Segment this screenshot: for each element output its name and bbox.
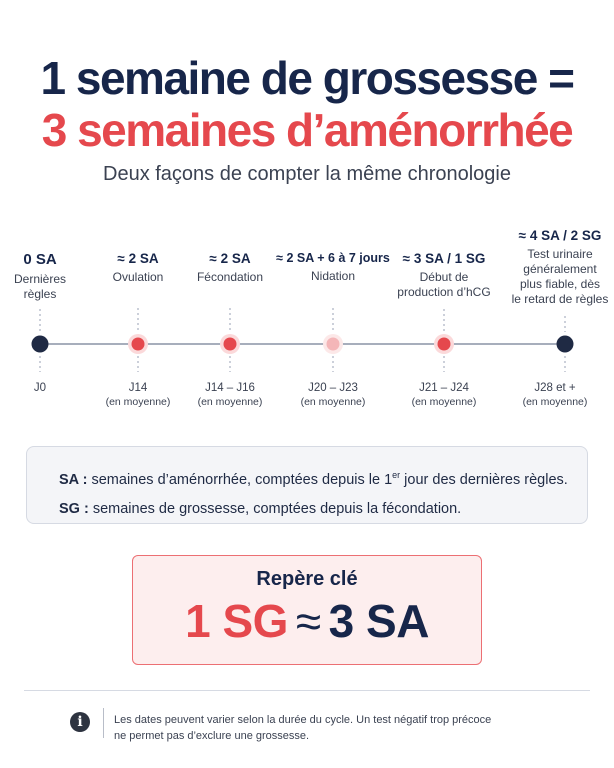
sa-text-before: semaines d’aménorrhée, comptées depuis l… [87, 471, 393, 488]
timeline-event-heading: ≈ 2 SA + 6 à 7 jours [276, 251, 390, 265]
timeline-event: ≈ 2 SA Fécondation [170, 251, 290, 285]
footer-separator [103, 708, 104, 738]
definition-sa: SA : semaines d’aménorrhée, comptées dep… [59, 463, 587, 492]
timeline-day: J28 et + (en moyenne) [500, 382, 610, 408]
timeline-event-description-line: le retard de règles [511, 292, 609, 306]
timeline-event-description-line: Dernières [13, 272, 67, 286]
timeline-day: J20 – J23 (en moyenne) [278, 382, 388, 408]
timeline-dot-halo [128, 334, 148, 354]
timeline-day-note: (en moyenne) [300, 396, 366, 408]
footer-note: Les dates peuvent varier selon la durée … [114, 712, 554, 744]
footer-line-2: ne permet pas d’exclure une grossesse. [114, 730, 310, 742]
sg-text: semaines de grossesse, comptées depuis l… [88, 500, 462, 517]
timeline-event-description-line: production d’hCG [397, 285, 491, 299]
timeline-day-label: J14 – J16 [205, 382, 255, 394]
timeline-event-description-line: plus fiable, dès [519, 277, 601, 291]
sg-abbr: SG : [59, 500, 89, 517]
key-right: 3 SA [328, 595, 430, 647]
timeline-day-label: J20 – J23 [308, 382, 358, 394]
definition-sg: SG : semaines de grossesse, comptées dep… [59, 497, 587, 521]
timeline-event-description-line: Nidation [310, 269, 356, 283]
timeline-dot [223, 337, 237, 351]
key-box: Repère clé 1 SG ≈3 SA [132, 555, 482, 665]
subtitle: Deux façons de compter la même chronolog… [103, 163, 511, 185]
timeline-dot [326, 337, 340, 351]
key-equation: 1 SG ≈3 SA [133, 595, 481, 647]
timeline-day-label: J21 – J24 [419, 382, 469, 394]
timeline-event-description-line: généralement [523, 262, 597, 276]
key-operator: ≈ [295, 595, 321, 647]
timeline-dot [437, 337, 451, 351]
timeline-event-description: Fécondation [170, 270, 290, 285]
timeline-day: J21 – J24 (en moyenne) [389, 382, 499, 408]
timeline-event: ≈ 4 SA / 2 SG Test urinaire généralement pl… [510, 228, 610, 307]
title-line-2: 3 semaines d’aménorrhée [41, 104, 574, 156]
sa-text-after: jour des dernières règles. [400, 471, 568, 488]
timeline-event: ≈ 2 SA Ovulation [78, 251, 198, 285]
timeline-dot-halo [220, 334, 240, 354]
timeline-day-note: (en moyenne) [522, 396, 588, 408]
timeline-event-description-line: règles [23, 287, 57, 301]
timeline-day-note: (en moyenne) [105, 396, 171, 408]
footer-line-1: Les dates peuvent varier selon la durée … [114, 714, 492, 726]
title-line-1: 1 semaine de grossesse = [40, 52, 575, 104]
timeline-day-label: J14 [128, 382, 148, 394]
timeline-day: J0 [0, 382, 95, 394]
timeline-event: 0 SA Dernières règles [0, 251, 80, 302]
timeline-day-note: (en moyenne) [197, 396, 263, 408]
timeline-event-heading: ≈ 4 SA / 2 SG [518, 228, 602, 243]
timeline-day-note: (en moyenne) [411, 396, 477, 408]
timeline-event-description: Ovulation [78, 270, 198, 285]
timeline-event-description-line: Test urinaire [527, 247, 593, 261]
timeline-event-description: Début de production d’hCG [384, 270, 504, 300]
timeline-dot [31, 335, 49, 353]
timeline-day: J14 (en moyenne) [83, 382, 193, 408]
timeline-dot-halo [434, 334, 454, 354]
key-left: 1 SG [185, 595, 288, 647]
timeline-event-description: Nidation [268, 269, 398, 284]
timeline-day-label: J28 et + [534, 382, 576, 394]
timeline-event-heading: ≈ 2 SA [209, 251, 251, 266]
timeline-event-description: Dernières règles [0, 272, 80, 302]
timeline-event-description-line: Fécondation [196, 270, 264, 284]
timeline-event-description-line: Début de [419, 270, 469, 284]
timeline-day-label: J0 [33, 382, 47, 394]
timeline-event-heading: ≈ 2 SA [117, 251, 159, 266]
timeline-day: J14 – J16 (en moyenne) [175, 382, 285, 408]
timeline-event-description-line: Ovulation [112, 270, 164, 284]
sa-abbr: SA : [59, 471, 88, 488]
timeline-dot [556, 335, 574, 353]
timeline-dot-halo [323, 334, 343, 354]
info-icon: i [70, 712, 90, 732]
definitions-box: SA : semaines d’aménorrhée, comptées dep… [26, 446, 588, 524]
key-label: Repère clé [256, 568, 358, 590]
footer-divider [24, 690, 590, 691]
timeline-event: ≈ 3 SA / 1 SG Début de production d’hCG [384, 251, 504, 300]
timeline-dot [131, 337, 145, 351]
timeline-event-description: Test urinaire généralement plus fiable, dè… [510, 247, 610, 307]
timeline-event: ≈ 2 SA + 6 à 7 jours Nidation [268, 251, 398, 284]
sa-sup: er [392, 470, 401, 480]
timeline-event-heading: 0 SA [23, 251, 57, 268]
timeline-event-heading: ≈ 3 SA / 1 SG [402, 251, 486, 266]
